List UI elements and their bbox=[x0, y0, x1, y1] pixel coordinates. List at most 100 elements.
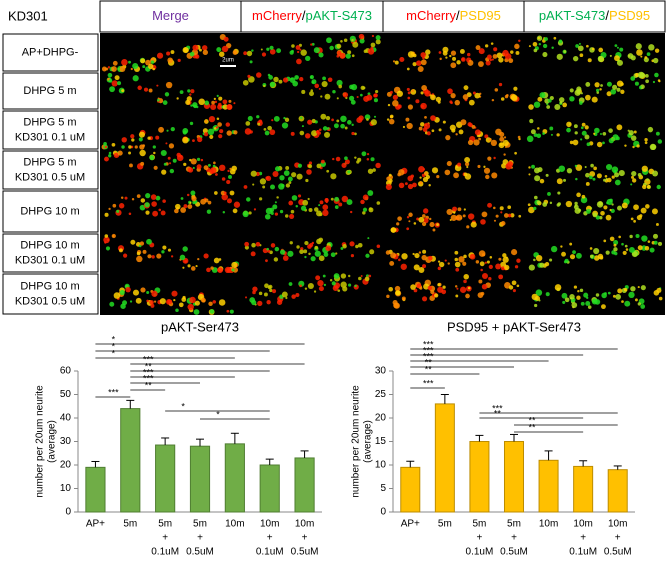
puncta bbox=[420, 104, 424, 108]
bar bbox=[400, 466, 421, 513]
column-header: pAKT-S473/PSD95 bbox=[539, 8, 650, 23]
puncta bbox=[264, 283, 269, 289]
puncta bbox=[457, 207, 462, 212]
puncta bbox=[637, 173, 642, 177]
puncta bbox=[153, 165, 158, 170]
puncta bbox=[226, 267, 231, 273]
header-part: / bbox=[456, 8, 460, 23]
puncta bbox=[641, 165, 648, 172]
puncta bbox=[617, 205, 622, 211]
puncta bbox=[138, 137, 143, 142]
puncta bbox=[633, 204, 639, 211]
puncta bbox=[480, 219, 486, 225]
puncta bbox=[483, 165, 486, 168]
puncta bbox=[484, 261, 487, 264]
puncta bbox=[487, 202, 492, 208]
puncta bbox=[591, 298, 598, 305]
puncta bbox=[164, 92, 170, 97]
row-label: DHPG 10 m bbox=[20, 205, 79, 217]
puncta bbox=[140, 287, 146, 293]
column-header: mCherry/pAKT-S473 bbox=[252, 8, 372, 23]
puncta bbox=[357, 242, 363, 248]
puncta bbox=[128, 151, 132, 155]
puncta bbox=[585, 172, 590, 178]
puncta bbox=[167, 57, 173, 64]
puncta bbox=[601, 304, 606, 310]
puncta bbox=[407, 104, 414, 110]
puncta bbox=[197, 257, 200, 261]
puncta bbox=[160, 210, 166, 216]
puncta bbox=[187, 303, 194, 311]
puncta bbox=[437, 266, 442, 271]
puncta bbox=[161, 169, 167, 175]
puncta bbox=[431, 167, 439, 174]
x-tick-label: + bbox=[580, 533, 586, 544]
puncta bbox=[364, 276, 370, 282]
puncta bbox=[553, 36, 557, 40]
puncta bbox=[296, 173, 303, 180]
puncta bbox=[187, 89, 191, 93]
puncta bbox=[347, 170, 351, 174]
puncta bbox=[510, 213, 515, 218]
puncta bbox=[337, 289, 341, 292]
puncta bbox=[142, 249, 147, 254]
puncta bbox=[542, 51, 548, 58]
puncta bbox=[346, 199, 353, 206]
y-tick-label: 25 bbox=[375, 389, 387, 400]
puncta bbox=[204, 100, 210, 106]
puncta bbox=[366, 118, 369, 121]
puncta bbox=[493, 47, 498, 52]
puncta bbox=[596, 173, 602, 179]
puncta bbox=[103, 142, 107, 146]
puncta bbox=[169, 162, 172, 165]
puncta bbox=[225, 122, 231, 127]
puncta bbox=[606, 81, 612, 87]
puncta bbox=[135, 297, 142, 304]
puncta bbox=[341, 195, 349, 203]
bar bbox=[607, 469, 628, 513]
puncta bbox=[216, 94, 219, 97]
puncta bbox=[386, 118, 390, 121]
puncta bbox=[421, 85, 427, 91]
puncta bbox=[574, 204, 577, 207]
puncta bbox=[424, 172, 428, 176]
significance-label: * bbox=[112, 348, 116, 358]
puncta bbox=[167, 156, 171, 160]
puncta bbox=[542, 132, 545, 135]
puncta bbox=[163, 162, 167, 166]
puncta bbox=[183, 204, 188, 209]
row-label: KD301 0.1 uM bbox=[15, 131, 85, 143]
puncta bbox=[276, 299, 283, 305]
puncta bbox=[301, 125, 304, 128]
puncta bbox=[316, 238, 322, 245]
puncta bbox=[131, 138, 135, 142]
puncta bbox=[651, 208, 658, 215]
puncta bbox=[465, 293, 470, 299]
puncta bbox=[401, 296, 406, 301]
puncta bbox=[572, 55, 579, 62]
puncta bbox=[621, 300, 624, 303]
puncta bbox=[644, 73, 649, 78]
puncta bbox=[656, 184, 661, 190]
chart-title: PSD95 + pAKT-Ser473 bbox=[447, 319, 581, 334]
puncta bbox=[349, 35, 356, 42]
puncta bbox=[129, 163, 133, 168]
puncta bbox=[367, 168, 374, 174]
puncta bbox=[411, 89, 414, 93]
header-part: pAKT-S473 bbox=[305, 8, 372, 23]
puncta bbox=[306, 169, 312, 175]
puncta bbox=[412, 62, 417, 67]
puncta bbox=[179, 90, 184, 95]
puncta bbox=[583, 292, 589, 298]
puncta bbox=[108, 207, 111, 211]
puncta bbox=[456, 214, 463, 221]
puncta bbox=[364, 114, 371, 120]
puncta bbox=[266, 299, 271, 305]
bar bbox=[469, 441, 490, 513]
puncta bbox=[150, 303, 155, 308]
puncta bbox=[429, 222, 435, 228]
puncta bbox=[517, 135, 521, 139]
puncta bbox=[274, 166, 281, 172]
puncta bbox=[464, 162, 470, 167]
puncta bbox=[244, 245, 249, 250]
